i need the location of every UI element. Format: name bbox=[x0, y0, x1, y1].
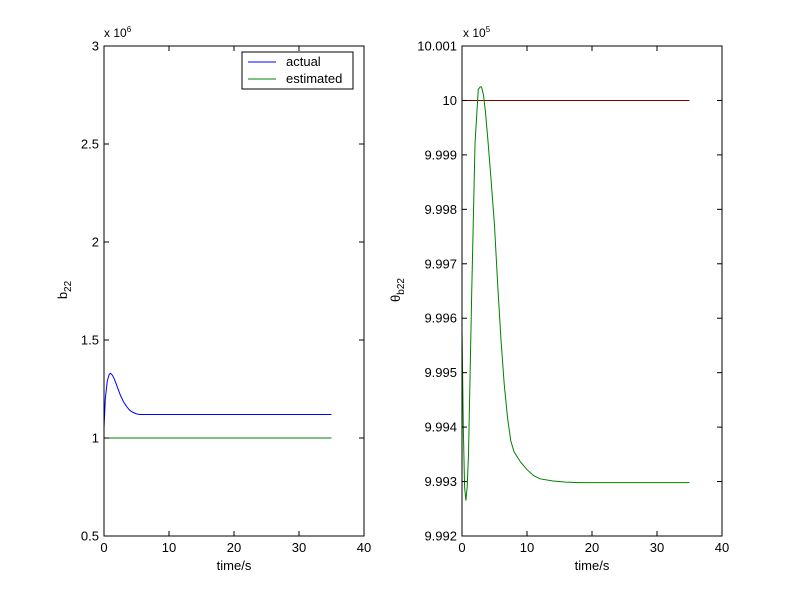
left-y-tick-label: 2.5 bbox=[81, 137, 99, 152]
left-y-tick-label: 2 bbox=[92, 235, 99, 250]
right-x-axis-label: time/s bbox=[575, 558, 610, 573]
right-y-tick-label: 10.001 bbox=[417, 39, 457, 54]
left-y-exponent: 6 bbox=[127, 25, 132, 34]
right-y-tick-label: 9.995 bbox=[424, 365, 457, 380]
right-y-axis-label: θb22 bbox=[388, 278, 407, 302]
right-y-multiplier: x 10 bbox=[463, 26, 486, 40]
right-x-tick-label: 40 bbox=[715, 540, 729, 555]
right-y-axis-label-subscript: b22 bbox=[396, 278, 407, 295]
legend-label-estimated: estimated bbox=[286, 71, 342, 86]
left-y-tick-label: 1 bbox=[92, 431, 99, 446]
right-x-tick-label: 20 bbox=[585, 540, 599, 555]
right-y-tick-label: 9.996 bbox=[424, 311, 457, 326]
left-y-axis-label-subscript: 22 bbox=[63, 280, 74, 292]
legend-box bbox=[241, 51, 354, 90]
right-x-tick-label: 0 bbox=[458, 540, 465, 555]
right-y-tick-label: 9.999 bbox=[424, 147, 457, 162]
left-x-tick-label: 40 bbox=[357, 540, 371, 555]
right-x-tick-label: 10 bbox=[520, 540, 534, 555]
left-y-axis-label: b22 bbox=[55, 280, 74, 299]
right-y-axis-label-main: θ bbox=[388, 295, 403, 302]
right-y-tick-label: 9.992 bbox=[424, 529, 457, 544]
left-x-tick-label: 20 bbox=[227, 540, 241, 555]
left-y-tick-label: 0.5 bbox=[81, 529, 99, 544]
left-plot: time/s b22 x 106 actual estimated 0 10 20 3… bbox=[55, 25, 371, 573]
left-x-axis-label: time/s bbox=[217, 558, 252, 573]
right-plot: time/s θb22 x 105 0 10 20 30 40 9.992 9.993 9.9… bbox=[388, 25, 729, 573]
left-y-multiplier: x 10 bbox=[104, 26, 127, 40]
right-y-exponent-label: x 105 bbox=[463, 25, 491, 40]
right-x-tick-label: 30 bbox=[650, 540, 664, 555]
legend-label-actual: actual bbox=[286, 54, 321, 69]
left-x-tick-label: 0 bbox=[100, 540, 107, 555]
right-y-tick-label: 10 bbox=[443, 93, 457, 108]
left-series-actual-line bbox=[103, 372, 332, 429]
left-x-tick-label: 10 bbox=[162, 540, 176, 555]
right-series-2-line bbox=[461, 86, 690, 501]
left-x-tick-label: 30 bbox=[292, 540, 306, 555]
left-y-exponent-label: x 106 bbox=[104, 25, 132, 40]
legend: actual estimated bbox=[241, 51, 354, 90]
left-y-tick-label: 3 bbox=[92, 39, 99, 54]
right-y-tick-label: 9.993 bbox=[424, 474, 457, 489]
left-y-axis-label-main: b bbox=[55, 292, 70, 299]
left-y-tick-label: 1.5 bbox=[81, 333, 99, 348]
right-y-exponent: 5 bbox=[486, 25, 491, 34]
right-y-tick-label: 9.994 bbox=[424, 420, 457, 435]
right-y-tick-label: 9.998 bbox=[424, 202, 457, 217]
right-y-tick-label: 9.997 bbox=[424, 256, 457, 271]
